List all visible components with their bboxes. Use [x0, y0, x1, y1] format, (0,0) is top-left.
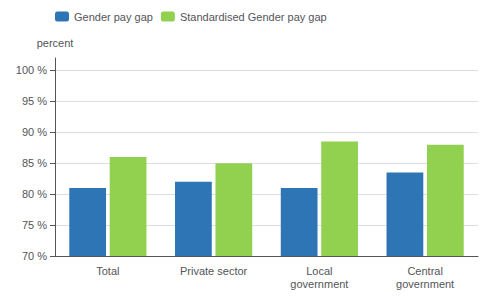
svg-text:100 %: 100 % — [16, 64, 47, 76]
svg-text:75 %: 75 % — [22, 219, 47, 231]
svg-text:percent: percent — [37, 37, 74, 49]
svg-text:government: government — [396, 278, 454, 290]
svg-text:70 %: 70 % — [22, 250, 47, 262]
svg-text:Private sector: Private sector — [180, 265, 248, 277]
svg-text:Central: Central — [407, 265, 442, 277]
svg-text:85 %: 85 % — [22, 157, 47, 169]
svg-text:Standardised Gender pay gap: Standardised Gender pay gap — [180, 11, 327, 23]
svg-text:95 %: 95 % — [22, 95, 47, 107]
svg-text:Local: Local — [306, 265, 332, 277]
svg-text:Total: Total — [96, 265, 119, 277]
svg-text:government: government — [290, 278, 348, 290]
svg-text:80 %: 80 % — [22, 188, 47, 200]
svg-text:90 %: 90 % — [22, 126, 47, 138]
svg-text:Gender pay gap: Gender pay gap — [74, 11, 153, 23]
